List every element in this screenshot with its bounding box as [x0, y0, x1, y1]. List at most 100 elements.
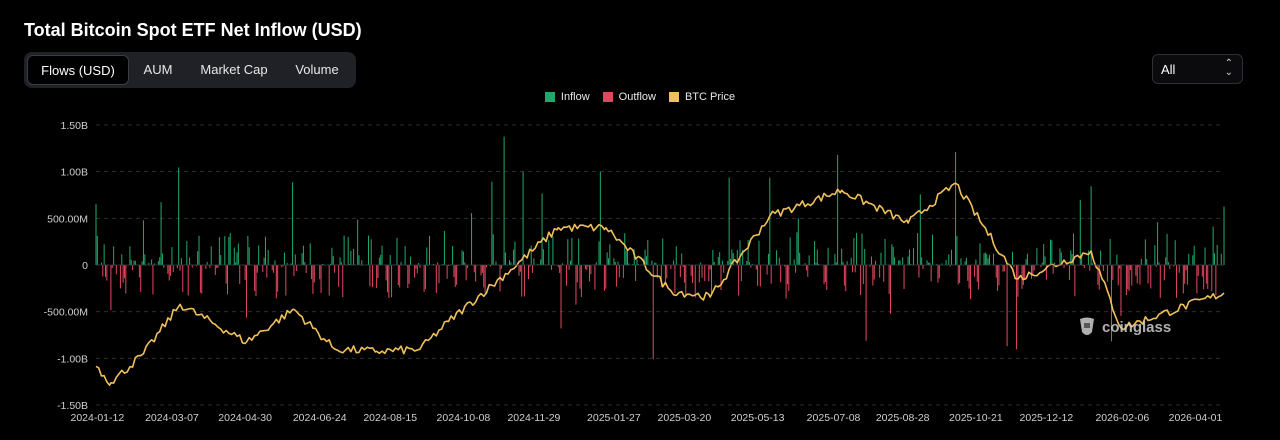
- flow-bar: [860, 265, 862, 296]
- flow-bar: [220, 255, 222, 265]
- legend-item-inflow[interactable]: Inflow: [544, 91, 590, 103]
- legend-item-btc-price[interactable]: BTC Price: [668, 91, 735, 103]
- flow-bar: [1167, 262, 1169, 265]
- flow-bar: [894, 257, 896, 265]
- flow-bar: [466, 265, 468, 268]
- flow-bar: [841, 248, 843, 265]
- flow-bar: [414, 265, 416, 278]
- flow-bar: [408, 265, 410, 284]
- flow-bar: [921, 257, 923, 265]
- flow-bar: [186, 241, 188, 265]
- flow-bar: [723, 265, 725, 273]
- flow-bar: [770, 265, 772, 284]
- flow-bar: [113, 246, 115, 265]
- flow-bar: [157, 261, 159, 265]
- watermark-text: coinglass: [1102, 318, 1172, 336]
- flow-bar: [338, 265, 340, 287]
- flow-bar: [129, 246, 131, 265]
- flow-bar: [179, 265, 181, 271]
- flow-bar: [713, 261, 715, 265]
- flow-bar: [826, 265, 828, 291]
- flow-bar: [1184, 265, 1186, 284]
- flow-bar: [454, 265, 456, 287]
- flow-bar: [967, 265, 969, 281]
- flow-bar: [484, 265, 486, 294]
- x-tick-label: 2024-04-30: [218, 412, 272, 424]
- flow-bar: [533, 258, 535, 265]
- flow-bar: [1079, 199, 1081, 265]
- flow-bar: [111, 265, 113, 269]
- flow-bar: [899, 260, 901, 265]
- flow-bar: [523, 265, 525, 297]
- flow-bar: [861, 233, 863, 265]
- flow-bar: [711, 265, 713, 296]
- tab-market-cap[interactable]: Market Cap: [200, 62, 268, 77]
- flow-bar: [799, 252, 801, 265]
- tab-aum[interactable]: AUM: [143, 62, 173, 77]
- flow-bar: [206, 261, 208, 265]
- flow-bar: [837, 154, 839, 265]
- flow-bar: [153, 263, 155, 265]
- flow-bar: [873, 265, 875, 280]
- flow-bar: [462, 251, 464, 265]
- flow-bar: [1100, 250, 1102, 265]
- flow-bar: [96, 235, 98, 265]
- flow-bar: [1166, 233, 1168, 265]
- flow-bar: [1157, 222, 1159, 265]
- flow-bar: [358, 255, 360, 265]
- flow-bar: [353, 248, 355, 265]
- flow-bar: [1220, 253, 1222, 265]
- flow-bar: [171, 247, 173, 265]
- flow-bar: [647, 240, 649, 265]
- flow-bar: [485, 265, 487, 268]
- flow-bar: [998, 265, 1000, 286]
- flow-bar: [975, 259, 977, 265]
- flow-bar: [645, 256, 647, 265]
- legend-item-outflow[interactable]: Outflow: [602, 91, 656, 103]
- flow-bar: [267, 250, 269, 265]
- flow-bar: [884, 238, 886, 265]
- flow-bar: [161, 253, 163, 265]
- flow-bar: [1032, 265, 1034, 276]
- flow-bar: [248, 247, 250, 265]
- flow-bar: [663, 265, 665, 266]
- flow-bar: [168, 265, 170, 281]
- flow-bar: [1102, 265, 1104, 271]
- flow-bar: [189, 257, 191, 265]
- flow-bar: [292, 182, 294, 265]
- flow-bar: [473, 265, 475, 273]
- flow-bar: [1203, 265, 1205, 290]
- flow-bar: [673, 260, 675, 265]
- tab-volume[interactable]: Volume: [295, 62, 339, 77]
- x-tick-label: 2025-01-27: [587, 412, 641, 424]
- flow-bar: [757, 265, 759, 286]
- flow-bar: [1129, 265, 1131, 271]
- flow-bar: [755, 265, 757, 270]
- flow-bar: [1188, 253, 1190, 265]
- range-select[interactable]: All ⌃ ⌄: [1152, 54, 1243, 84]
- flow-bar: [1116, 254, 1118, 265]
- flow-bar: [603, 265, 605, 291]
- flow-bar: [1138, 265, 1140, 267]
- flow-bar: [1197, 265, 1199, 276]
- flow-bar: [342, 265, 344, 298]
- flow-bar: [510, 262, 512, 265]
- flow-bar: [913, 248, 915, 265]
- flow-bar: [720, 265, 722, 290]
- flow-bar: [692, 265, 694, 283]
- flow-bar: [1030, 265, 1032, 279]
- flow-bar: [104, 265, 106, 277]
- tab-flows-usd[interactable]: Flows (USD): [27, 55, 129, 85]
- flow-bar: [205, 265, 207, 269]
- flow-bar: [1052, 265, 1054, 274]
- flow-bar: [437, 262, 439, 265]
- flow-bar: [805, 265, 807, 271]
- flow-bar: [853, 238, 855, 265]
- flow-bar: [245, 265, 247, 318]
- flow-bar: [418, 263, 420, 265]
- flow-bar: [1173, 265, 1175, 267]
- flow-bar: [527, 265, 529, 280]
- flow-bar: [244, 265, 246, 280]
- flow-bar: [594, 265, 596, 290]
- flow-bar: [1016, 265, 1018, 350]
